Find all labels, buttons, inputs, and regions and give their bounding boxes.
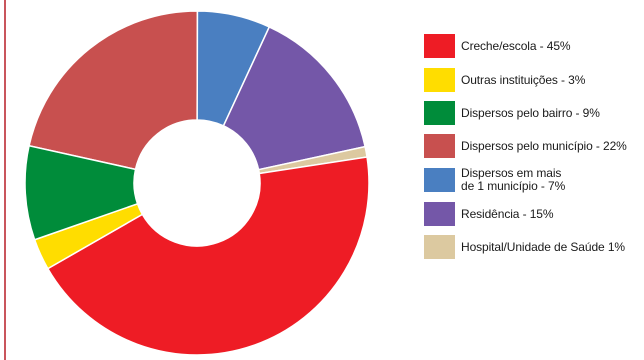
legend-swatch-6 (424, 235, 455, 259)
donut-slice-0 (46, 156, 370, 356)
legend-swatch-2 (424, 101, 455, 125)
donut-slice-3 (28, 10, 199, 171)
legend-swatch-1 (424, 68, 455, 92)
legend-swatch-0 (424, 34, 455, 58)
legend-item-4: Dispersos em mais de 1 município - 7% (424, 166, 640, 193)
legend-item-5: Residência - 15% (424, 202, 640, 226)
legend-item-2: Dispersos pelo bairro - 9% (424, 101, 640, 125)
legend-label-1: Outras instituições - 3% (461, 72, 586, 87)
legend-item-0: Creche/escola - 45% (424, 34, 640, 58)
left-border-rule (4, 0, 6, 360)
legend-swatch-5 (424, 202, 455, 226)
legend-label-4: Dispersos em mais de 1 município - 7% (461, 166, 566, 193)
legend-item-1: Outras instituições - 3% (424, 68, 640, 92)
legend-label-3: Dispersos pelo município - 22% (461, 138, 627, 153)
legend-label-6: Hospital/Unidade de Saúde 1% (461, 239, 625, 254)
legend-item-6: Hospital/Unidade de Saúde 1% (424, 235, 640, 259)
legend-item-3: Dispersos pelo município - 22% (424, 134, 640, 158)
legend-swatch-3 (424, 134, 455, 158)
legend-label-0: Creche/escola - 45% (461, 38, 571, 53)
donut-slice-2 (24, 144, 139, 241)
legend-label-2: Dispersos pelo bairro - 9% (461, 105, 600, 120)
donut-slice-5 (222, 25, 367, 171)
legend-swatch-4 (424, 168, 455, 192)
legend-label-5: Residência - 15% (461, 206, 554, 221)
